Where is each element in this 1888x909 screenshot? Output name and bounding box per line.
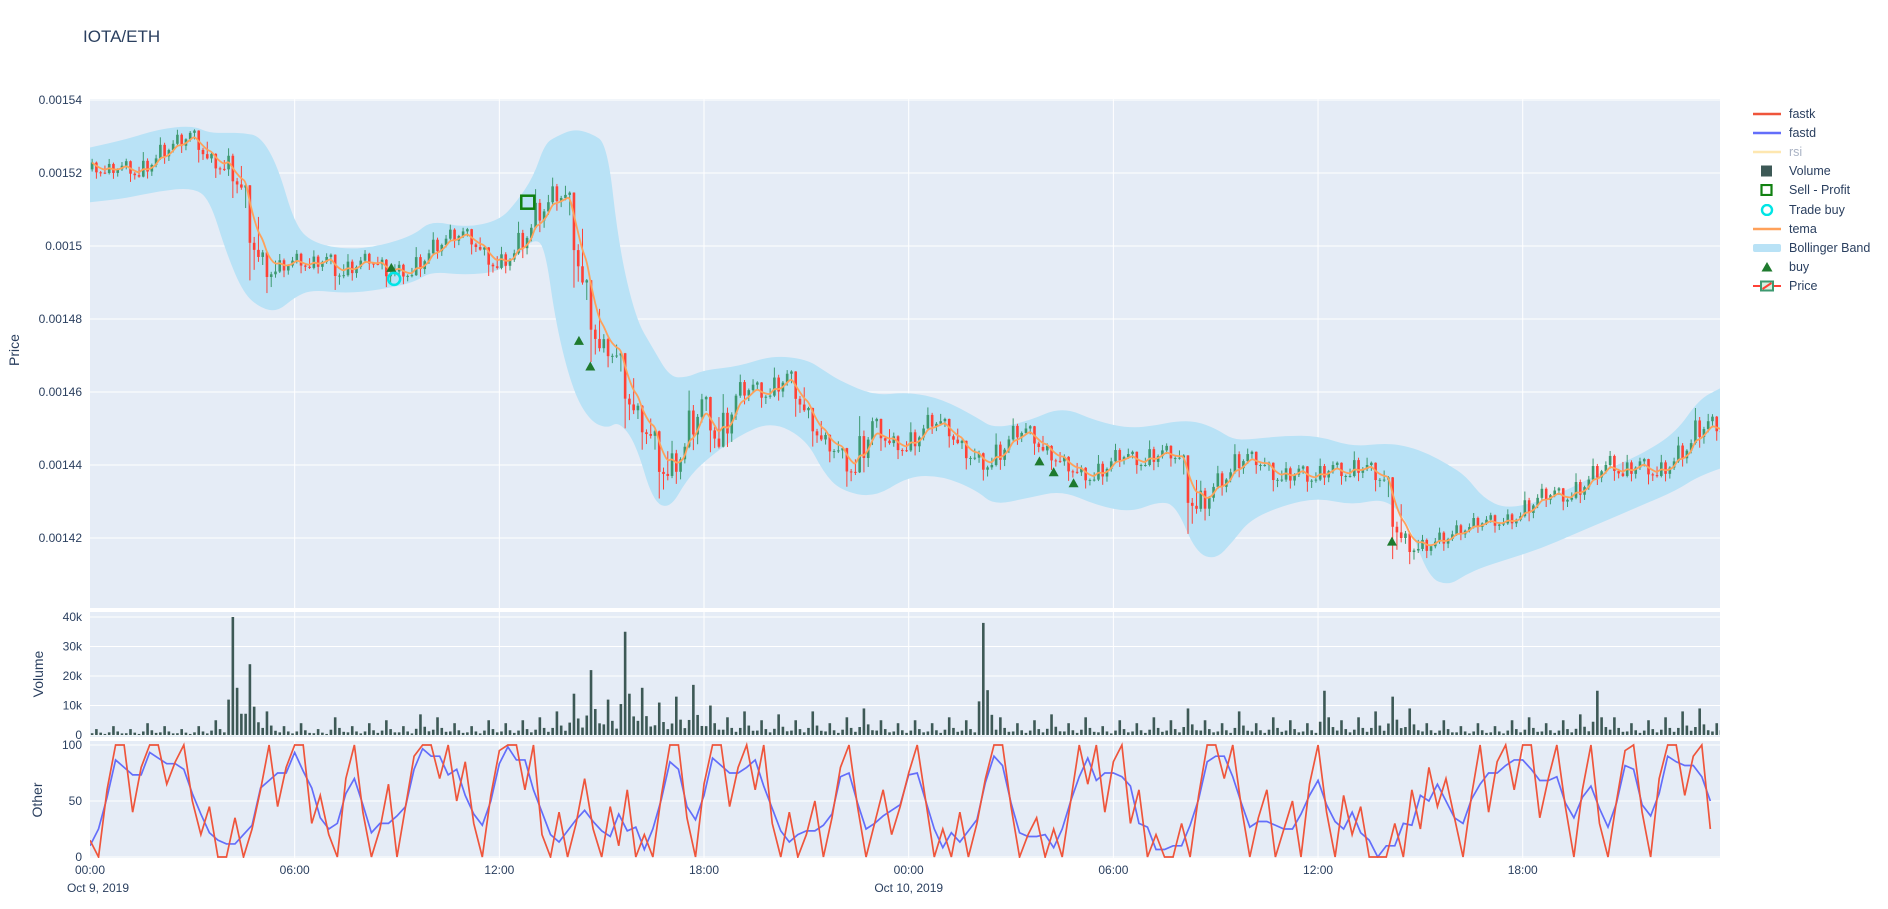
- legend-item-label: fastk: [1789, 106, 1816, 121]
- trade-buy-marker-icon[interactable]: [386, 271, 402, 287]
- bollinger-band-icon: [1753, 243, 1781, 252]
- y-tick-label: 0.00154: [39, 93, 83, 107]
- legend-item-price[interactable]: Price: [1752, 277, 1870, 296]
- volume-panel[interactable]: [90, 612, 1720, 737]
- buy-marker-icon[interactable]: [1386, 536, 1397, 546]
- y-tick-label: 0: [75, 850, 82, 864]
- bollinger-band-area: [90, 126, 1720, 584]
- buy-marker-icon[interactable]: [585, 361, 596, 371]
- x-date-label: Oct 10, 2019: [874, 881, 943, 895]
- rsi-line-icon: [1753, 150, 1781, 154]
- legend-item-label: buy: [1789, 260, 1810, 275]
- y-tick-label: 100: [62, 738, 82, 752]
- legend-item-fastk[interactable]: fastk: [1752, 104, 1870, 123]
- legend-item-label: Price: [1789, 279, 1818, 294]
- fastd-line-icon: [1753, 131, 1781, 135]
- x-tick-label: 18:00: [689, 863, 719, 877]
- sell-profit-marker-icon[interactable]: [520, 194, 536, 210]
- y-tick-label: 20k: [63, 669, 83, 683]
- buy-marker-icon[interactable]: [1034, 456, 1045, 466]
- legend-item-label: Bollinger Band: [1789, 240, 1871, 255]
- y-tick-label: 0.00142: [39, 531, 83, 545]
- y-tick-label: 40k: [63, 610, 83, 624]
- x-tick-label: 12:00: [1303, 863, 1333, 877]
- tema-line: [91, 136, 1720, 547]
- legend-item-trade-buy[interactable]: Trade buy: [1752, 200, 1870, 219]
- x-tick-label: 06:00: [280, 863, 310, 877]
- x-tick-label: 00:00: [894, 863, 924, 877]
- legend-item-buy[interactable]: buy: [1752, 258, 1870, 277]
- legend-item-label: fastd: [1789, 125, 1817, 140]
- x-tick-label: 12:00: [484, 863, 514, 877]
- y-tick-label: 0.0015: [45, 239, 82, 253]
- x-tick-labels: 00:00 Oct 9, 2019 06:00 12:00 18:00 00:00 Oct …: [67, 863, 1538, 895]
- x-tick-label: 00:00: [75, 863, 105, 877]
- y-tick-label: 10k: [63, 699, 83, 713]
- buy-marker-icon[interactable]: [573, 335, 584, 345]
- legend-item-label: tema: [1789, 221, 1817, 236]
- legend: fastk fastd rsi Volume Sell - Profit Tra…: [1752, 104, 1870, 296]
- gridlines: [90, 99, 1720, 858]
- fastk-line-icon: [1753, 112, 1781, 115]
- y-tick-label: 0: [75, 728, 82, 742]
- tema-line-icon: [1753, 227, 1781, 230]
- x-tick-label: 06:00: [1098, 863, 1128, 877]
- legend-item-label: Sell - Profit: [1789, 183, 1851, 198]
- x-date-label: Oct 9, 2019: [67, 881, 129, 895]
- buy-triangle-icon: [1761, 262, 1773, 272]
- y-tick-label: 30k: [63, 640, 83, 654]
- y-tick-labels: 0.00154 0.00152 0.0015 0.00148 0.00146 0.0014…: [39, 93, 83, 864]
- fastk-line: [90, 741, 1712, 858]
- buy-marker-icon[interactable]: [386, 262, 397, 272]
- legend-item-volume[interactable]: Volume: [1752, 162, 1870, 181]
- legend-item-bollinger-band[interactable]: Bollinger Band: [1752, 238, 1870, 257]
- y-tick-label: 0.00144: [39, 458, 83, 472]
- sell-profit-square-icon: [1760, 184, 1773, 197]
- legend-item-label: rsi: [1789, 144, 1803, 159]
- volume-bars-layer: [90, 617, 1720, 735]
- legend-item-sell-profit[interactable]: Sell - Profit: [1752, 181, 1870, 200]
- y-tick-label: 0.00146: [39, 385, 83, 399]
- chart-title: IOTA/ETH: [83, 27, 161, 46]
- buy-marker-icon[interactable]: [1048, 467, 1059, 477]
- y-tick-label: 50: [69, 794, 83, 808]
- trade-markers: [386, 194, 1397, 546]
- volume-square-icon: [1761, 165, 1772, 177]
- legend-item-label: Volume: [1789, 164, 1831, 179]
- legend-item-tema[interactable]: tema: [1752, 219, 1870, 238]
- buy-marker-icon[interactable]: [1068, 478, 1079, 488]
- trade-buy-circle-icon: [1760, 203, 1774, 216]
- other-panel[interactable]: [90, 741, 1720, 858]
- y-tick-label: 0.00152: [39, 166, 83, 180]
- y-tick-label: 0.00148: [39, 312, 83, 326]
- legend-item-label: Trade buy: [1789, 202, 1845, 217]
- legend-item-fastd[interactable]: fastd: [1752, 123, 1870, 142]
- price-candle-icon: [1753, 280, 1781, 292]
- x-tick-label: 18:00: [1508, 863, 1538, 877]
- legend-item-rsi[interactable]: rsi: [1752, 142, 1870, 161]
